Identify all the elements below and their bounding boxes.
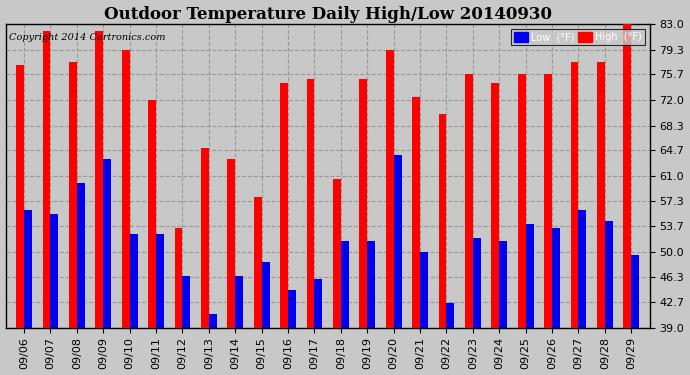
Bar [104,159,111,328]
Bar [597,62,605,328]
Bar [491,83,500,328]
Bar [571,62,578,328]
Bar [77,183,85,328]
Bar [16,66,24,328]
Text: Copyright 2014 Cartronics.com: Copyright 2014 Cartronics.com [9,33,166,42]
Bar [359,79,367,328]
Bar [95,31,104,328]
Bar [420,252,428,328]
Bar [130,234,137,328]
Bar [235,276,243,328]
Bar [262,262,270,328]
Bar [156,234,164,328]
Bar [333,179,341,328]
Bar [182,276,190,328]
Bar [227,159,235,328]
Bar [367,242,375,328]
Bar [280,83,288,328]
Bar [148,100,156,328]
Bar [306,79,315,328]
Bar [500,242,507,328]
Bar [605,220,613,328]
Bar [473,238,481,328]
Bar [386,50,393,328]
Bar [446,303,454,328]
Bar [315,279,322,328]
Bar [412,96,420,328]
Bar [631,255,639,328]
Bar [393,155,402,328]
Bar [121,50,130,328]
Bar [544,75,552,328]
Bar [69,62,77,328]
Bar [50,214,59,328]
Bar [439,114,446,328]
Bar [201,148,209,328]
Bar [552,228,560,328]
Bar [578,210,586,328]
Bar [43,31,50,328]
Legend: Low  (°F), High  (°F): Low (°F), High (°F) [511,29,645,45]
Bar [175,228,182,328]
Bar [24,210,32,328]
Bar [518,75,526,328]
Bar [623,24,631,328]
Bar [254,196,262,328]
Bar [341,242,348,328]
Bar [209,314,217,328]
Bar [465,75,473,328]
Bar [526,224,533,328]
Title: Outdoor Temperature Daily High/Low 20140930: Outdoor Temperature Daily High/Low 20140… [104,6,551,22]
Bar [288,290,296,328]
